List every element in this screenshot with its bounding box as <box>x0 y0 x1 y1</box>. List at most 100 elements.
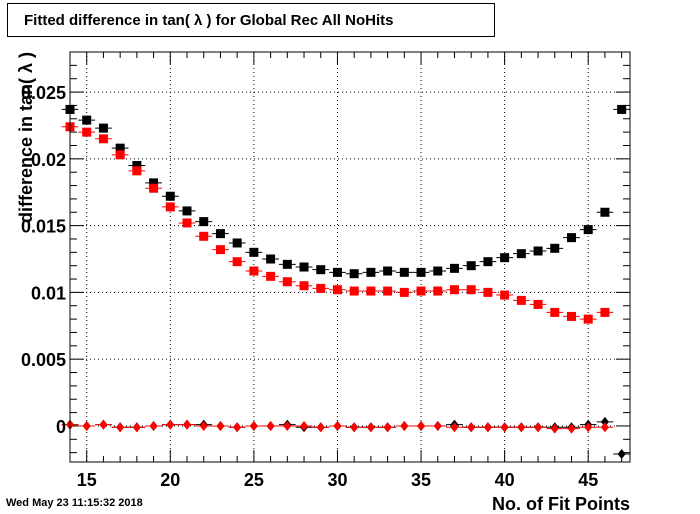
data-point <box>282 277 292 287</box>
data-point <box>584 422 593 433</box>
series-2 <box>61 416 630 459</box>
data-point <box>149 420 158 431</box>
data-point <box>383 286 393 296</box>
timestamp: Wed May 23 11:15:32 2018 <box>6 497 143 509</box>
data-point <box>583 225 593 235</box>
data-point <box>600 422 609 433</box>
data-point <box>249 420 258 431</box>
data-point <box>115 143 125 153</box>
series-3 <box>61 419 614 434</box>
plot-frame <box>69 51 631 463</box>
data-point <box>266 420 275 431</box>
data-point <box>466 285 476 295</box>
data-point <box>399 267 409 277</box>
y-tick-label: 0.01 <box>31 283 66 303</box>
data-point <box>299 262 309 272</box>
data-point <box>366 286 376 296</box>
data-point <box>383 422 392 433</box>
data-point <box>333 420 342 431</box>
data-point <box>550 423 559 434</box>
data-point <box>132 166 142 176</box>
data-point <box>199 231 209 241</box>
data-point <box>517 422 526 433</box>
data-point <box>483 287 493 297</box>
data-point <box>600 416 609 427</box>
data-point <box>433 420 442 431</box>
data-point <box>617 448 626 459</box>
data-point <box>233 422 242 433</box>
series-1 <box>61 122 614 324</box>
data-point <box>316 283 326 293</box>
x-axis-title: No. of Fit Points <box>492 494 630 514</box>
data-point <box>483 257 493 267</box>
data-point <box>534 422 543 433</box>
data-point <box>132 422 141 433</box>
data-point <box>500 253 510 263</box>
data-point <box>300 420 309 431</box>
y-tick-label: 0.005 <box>21 350 66 370</box>
x-tick-label: 25 <box>244 470 264 490</box>
data-point <box>483 422 492 433</box>
data-point <box>617 104 627 114</box>
data-point <box>332 267 342 277</box>
data-point <box>500 422 509 433</box>
data-point <box>165 202 175 212</box>
data-point <box>416 267 426 277</box>
y-tick-label: 0.025 <box>21 83 66 103</box>
data-point <box>550 307 560 317</box>
data-point <box>166 419 175 430</box>
data-point <box>449 285 459 295</box>
data-point <box>566 311 576 321</box>
data-point <box>165 191 175 201</box>
data-point <box>583 314 593 324</box>
data-point <box>199 217 209 227</box>
data-point <box>450 422 459 433</box>
data-point <box>266 271 276 281</box>
data-point <box>116 422 125 433</box>
y-tick-label: 0.015 <box>21 217 66 237</box>
tick-labels: 15 20 25 30 35 40 45 0 0.005 0.01 0.015 0.02 0.025 <box>21 83 598 490</box>
data-point <box>449 263 459 273</box>
data-point <box>332 285 342 295</box>
data-point <box>400 420 409 431</box>
data-point <box>533 246 543 256</box>
axis-ticks <box>69 51 630 462</box>
data-point <box>366 267 376 277</box>
data-point <box>316 422 325 433</box>
data-point <box>349 269 359 279</box>
x-tick-label: 35 <box>411 470 431 490</box>
data-point <box>115 150 125 160</box>
data-point <box>232 238 242 248</box>
data-point <box>600 207 610 217</box>
data-point <box>249 266 259 276</box>
data-point <box>467 422 476 433</box>
x-tick-label: 45 <box>578 470 598 490</box>
data-point <box>199 420 208 431</box>
data-point <box>215 245 225 255</box>
data-point <box>98 123 108 133</box>
data-point <box>433 266 443 276</box>
data-point <box>249 247 259 257</box>
data-point <box>266 254 276 264</box>
data-point <box>516 295 526 305</box>
y-tick-label: 0.02 <box>31 150 66 170</box>
data-point <box>149 178 159 188</box>
data-point <box>433 286 443 296</box>
data-point <box>183 419 192 430</box>
data-point <box>349 286 359 296</box>
data-point <box>99 419 108 430</box>
data-point <box>416 286 426 296</box>
data-point <box>82 127 92 137</box>
data-point <box>566 233 576 243</box>
chart-title: Fitted difference in tan( λ ) for Global… <box>24 12 394 29</box>
x-tick-label: 15 <box>77 470 97 490</box>
data-point <box>215 229 225 239</box>
data-point <box>232 257 242 267</box>
data-point <box>282 259 292 269</box>
data-point <box>466 261 476 271</box>
data-point <box>132 161 142 171</box>
data-point <box>299 281 309 291</box>
data-point <box>182 206 192 216</box>
y-tick-label: 0 <box>56 417 66 437</box>
